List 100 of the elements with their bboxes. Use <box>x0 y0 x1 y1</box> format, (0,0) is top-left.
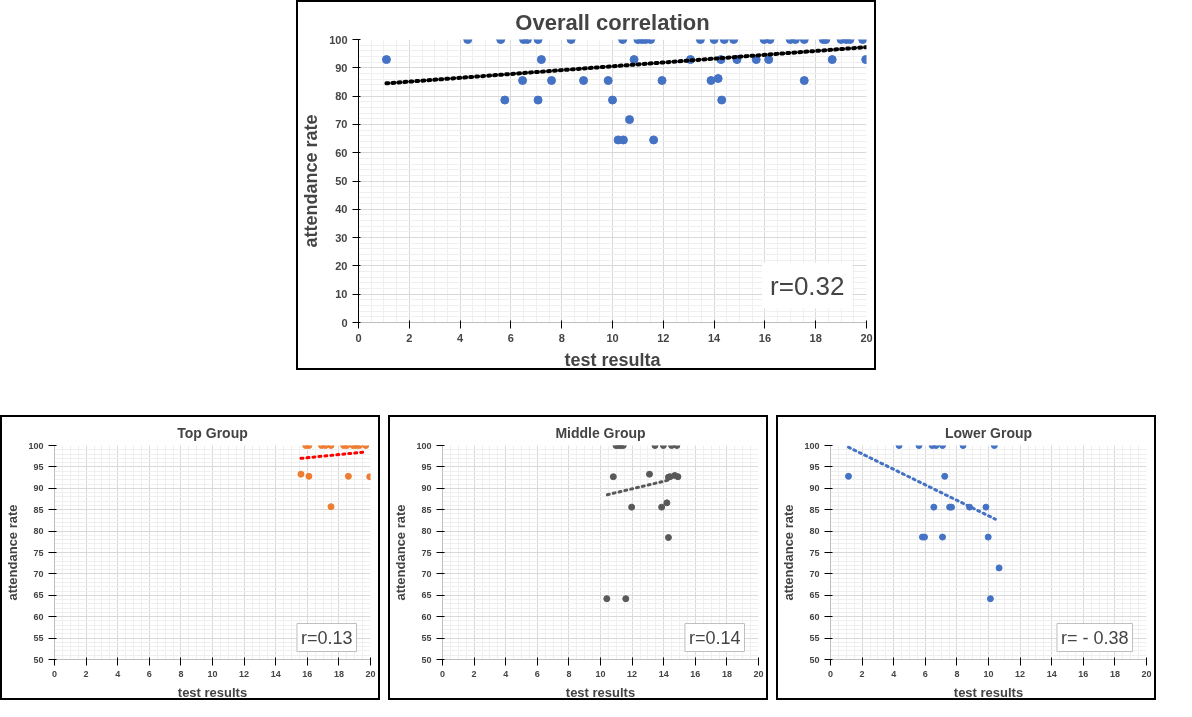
x-tick-label: 8 <box>566 668 572 679</box>
y-axis-title: attendance rate <box>393 504 409 601</box>
x-tick-label: 6 <box>146 668 152 679</box>
x-tick-label: 14 <box>1046 668 1057 679</box>
x-tick-label: 16 <box>758 331 772 344</box>
x-tick-label: 16 <box>690 668 701 679</box>
y-tick-label: 85 <box>809 504 820 515</box>
y-tick-label: 100 <box>416 440 432 451</box>
x-tick-label: 18 <box>1109 668 1120 679</box>
y-tick-label: 100 <box>28 440 44 451</box>
y-tick-label: 60 <box>335 146 348 159</box>
x-tick-label: 12 <box>627 668 638 679</box>
y-tick-label: 50 <box>421 654 432 665</box>
x-tick-label: 8 <box>954 668 960 679</box>
x-tick-label: 18 <box>333 668 344 679</box>
x-tick-label: 18 <box>721 668 732 679</box>
y-tick-label: 40 <box>335 203 348 216</box>
x-tick-label: 12 <box>239 668 250 679</box>
y-tick-label: 70 <box>33 568 44 579</box>
y-tick-label: 65 <box>809 590 820 601</box>
y-tick-label: 80 <box>809 526 820 537</box>
x-tick-label: 10 <box>606 331 619 344</box>
x-tick-label: 20 <box>753 668 764 679</box>
y-tick-label: 90 <box>335 61 348 74</box>
annotation: r= - 0.38 <box>1060 627 1129 648</box>
x-tick-label: 2 <box>859 668 865 679</box>
y-tick-label: 60 <box>33 611 44 622</box>
x-tick-label: 10 <box>983 668 994 679</box>
y-tick-label: 70 <box>335 118 348 131</box>
y-tick-label: 75 <box>809 547 820 558</box>
x-tick-label: 4 <box>457 331 465 344</box>
y-tick-label: 85 <box>33 504 44 515</box>
x-axis-title: test resulta <box>564 349 662 370</box>
y-tick-label: 70 <box>421 568 432 579</box>
x-tick-label: 6 <box>507 331 514 344</box>
chart-title: Top Group <box>177 424 248 441</box>
x-tick-label: 0 <box>828 668 834 679</box>
x-tick-label: 18 <box>809 331 822 344</box>
x-tick-label: 0 <box>440 668 446 679</box>
chart-title: Overall correlation <box>515 9 710 35</box>
x-tick-label: 20 <box>1141 668 1152 679</box>
chart-title: Lower Group <box>944 424 1033 441</box>
y-tick-label: 65 <box>421 590 432 601</box>
x-tick-label: 2 <box>406 331 413 344</box>
annotation: r=0.14 <box>688 627 741 648</box>
x-tick-label: 4 <box>503 668 509 679</box>
chart-title: Middle Group <box>555 424 646 441</box>
x-tick-label: 10 <box>595 668 606 679</box>
y-tick-label: 80 <box>421 526 432 537</box>
x-tick-label: 2 <box>83 668 89 679</box>
y-tick-label: 95 <box>33 461 44 472</box>
y-tick-label: 90 <box>33 483 44 494</box>
y-tick-label: 0 <box>341 316 348 329</box>
x-axis-title: test results <box>565 684 636 700</box>
annotation: r=0.13 <box>300 627 353 648</box>
y-tick-label: 50 <box>33 654 44 665</box>
y-tick-label: 30 <box>335 231 348 244</box>
x-tick-label: 20 <box>860 331 873 344</box>
y-tick-label: 55 <box>809 633 820 644</box>
x-tick-label: 2 <box>471 668 477 679</box>
y-tick-label: 90 <box>809 483 820 494</box>
x-tick-label: 16 <box>302 668 313 679</box>
y-tick-label: 80 <box>335 90 348 103</box>
y-tick-label: 70 <box>809 568 820 579</box>
x-tick-label: 6 <box>922 668 928 679</box>
x-tick-label: 4 <box>891 668 897 679</box>
y-tick-label: 20 <box>335 259 348 272</box>
y-tick-label: 60 <box>421 611 432 622</box>
y-tick-label: 50 <box>809 654 820 665</box>
y-tick-label: 85 <box>421 504 432 515</box>
y-tick-label: 75 <box>421 547 432 558</box>
y-axis-title: attendance rate <box>5 504 21 601</box>
y-tick-label: 80 <box>33 526 44 537</box>
x-tick-label: 0 <box>355 331 362 344</box>
x-tick-label: 14 <box>707 331 722 344</box>
x-tick-label: 20 <box>365 668 376 679</box>
x-tick-label: 10 <box>207 668 218 679</box>
x-tick-label: 8 <box>178 668 184 679</box>
x-tick-label: 12 <box>657 331 670 344</box>
x-tick-label: 0 <box>52 668 58 679</box>
y-tick-label: 55 <box>421 633 432 644</box>
x-tick-label: 14 <box>270 668 281 679</box>
y-tick-label: 90 <box>421 483 432 494</box>
y-tick-label: 65 <box>33 590 44 601</box>
y-axis-title: attendance rate <box>301 114 322 248</box>
y-axis-title: attendance rate <box>781 504 797 601</box>
x-axis-title: test results <box>953 684 1024 700</box>
x-tick-label: 6 <box>534 668 540 679</box>
x-tick-label: 16 <box>1078 668 1089 679</box>
x-tick-label: 4 <box>115 668 121 679</box>
y-tick-label: 60 <box>809 611 820 622</box>
y-tick-label: 95 <box>809 461 820 472</box>
y-tick-label: 50 <box>335 175 348 187</box>
y-tick-label: 75 <box>33 547 44 558</box>
y-tick-label: 100 <box>329 33 348 46</box>
y-tick-label: 10 <box>335 288 348 301</box>
x-tick-label: 14 <box>658 668 669 679</box>
x-axis-title: test results <box>177 684 248 700</box>
y-tick-label: 55 <box>33 633 44 644</box>
annotation: r=0.32 <box>770 270 845 301</box>
